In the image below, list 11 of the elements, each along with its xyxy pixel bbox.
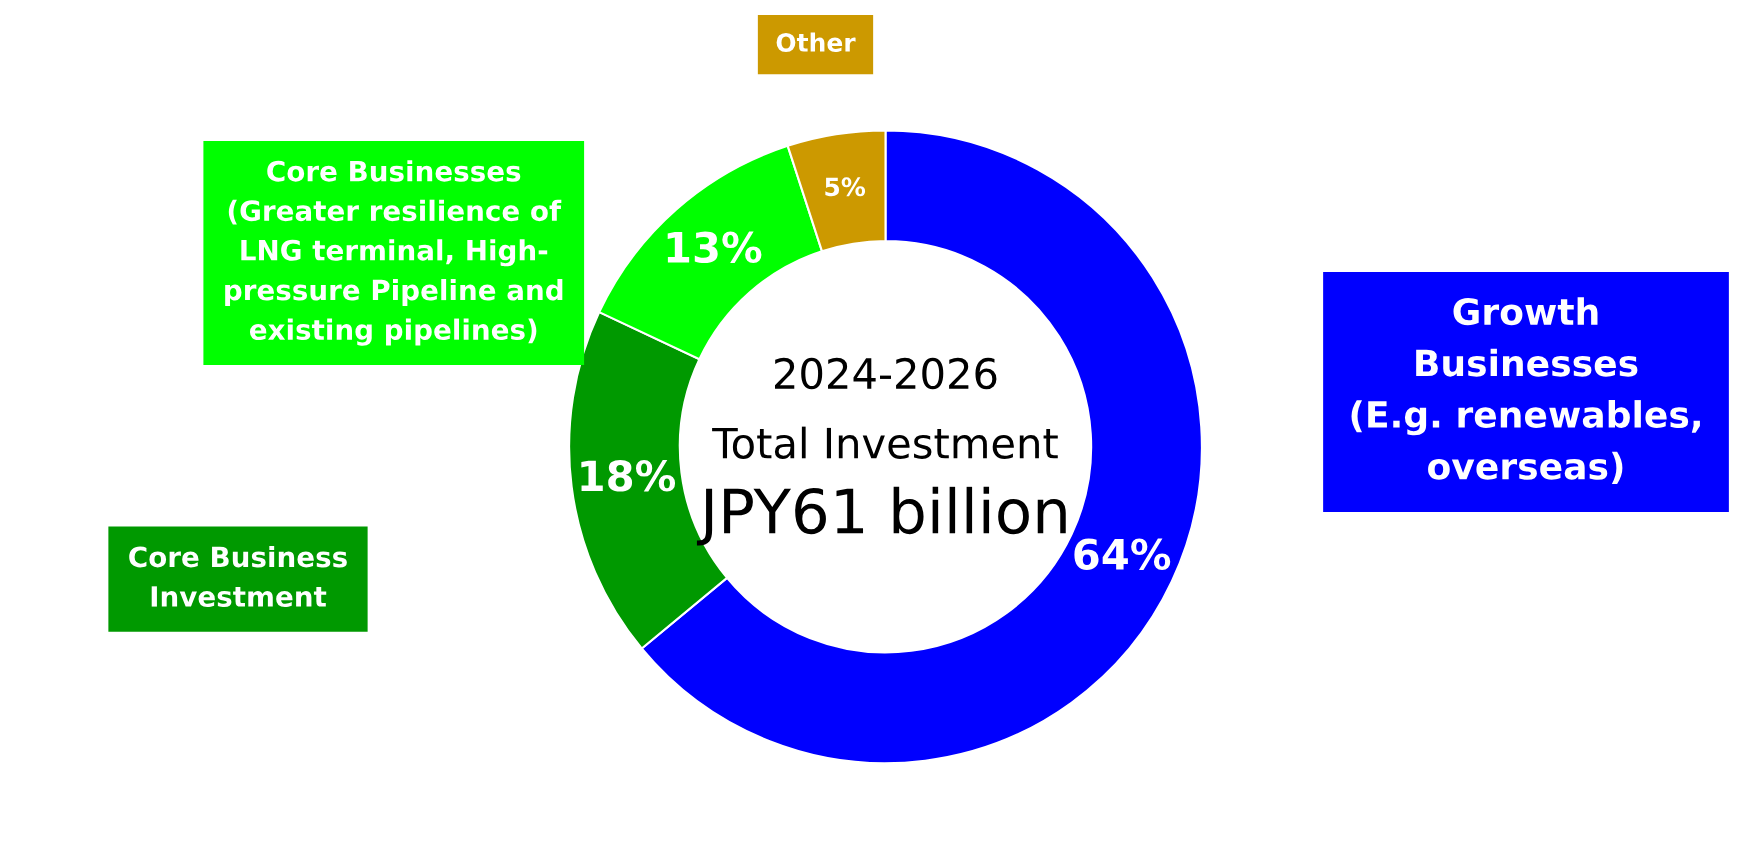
text: JPY61 billion (696, 486, 1066, 546)
slice-label: Other (776, 32, 856, 52)
data-label: 64% (1074, 538, 1171, 571)
text: Total Investment (712, 426, 1058, 459)
data-label: 18% (581, 460, 676, 492)
slice-label: Core Businesses (Greater resilience of LNG terminal, High- pressure Pipeline and existing pipelines) (225, 160, 563, 346)
slice-label: Growth Businesses (E.g. renewables, overseas) (1351, 297, 1700, 484)
slice-label: Core Business Investment (129, 545, 347, 607)
text: 2024-2026 (775, 357, 997, 390)
data-label: 5% (825, 177, 866, 197)
data-label: 13% (667, 231, 762, 264)
